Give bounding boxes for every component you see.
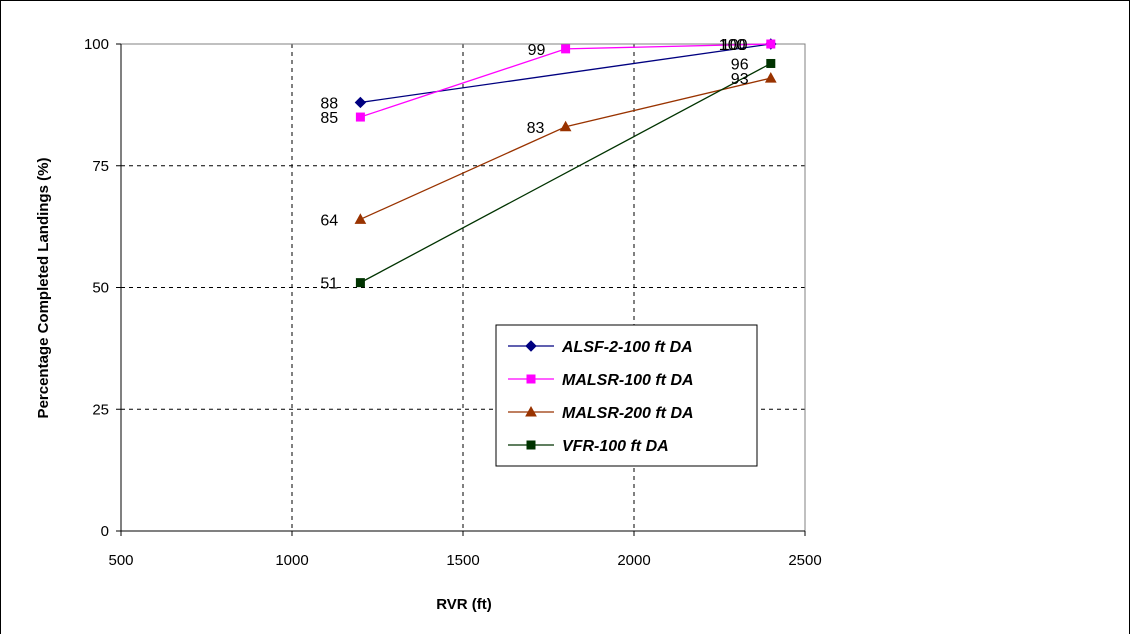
- legend-marker: [525, 405, 537, 417]
- data-label: 64: [320, 212, 338, 229]
- y-tick-label: 0: [101, 523, 109, 540]
- data-point: [355, 278, 365, 288]
- data-label: 100: [721, 37, 748, 54]
- data-point: [764, 72, 777, 83]
- data-point: [766, 39, 776, 49]
- legend: ALSF-2-100 ft DA MALSR-100 ft DA MALSR-200…: [495, 324, 758, 467]
- data-point: [354, 96, 367, 109]
- data-label: 96: [731, 56, 749, 73]
- y-axis-title: Percentage Completed Landings (%): [35, 158, 52, 419]
- series-group: [354, 38, 777, 288]
- x-axis-title: RVR (ft): [436, 596, 492, 613]
- y-tick-label: 100: [84, 36, 109, 53]
- data-label: 99: [528, 42, 546, 59]
- y-tick-label: 50: [92, 280, 109, 297]
- x-tick-label: 500: [108, 552, 133, 569]
- data-label: 83: [527, 120, 545, 137]
- series-line: [360, 62, 772, 284]
- legend-box: [495, 324, 758, 467]
- x-tick-label: 2000: [617, 552, 650, 569]
- legend-marker: [526, 440, 536, 450]
- legend-label: MALSR-200 ft DA: [562, 405, 694, 422]
- legend-label: ALSF-2-100 ft DA: [561, 339, 693, 356]
- legend-label: MALSR-100 ft DA: [562, 372, 694, 389]
- legend-label: VFR-100 ft DA: [562, 438, 669, 455]
- x-tick-label: 1500: [446, 552, 479, 569]
- data-label: 85: [320, 110, 338, 127]
- data-label: 88: [320, 95, 338, 112]
- data-point: [354, 213, 367, 224]
- x-tick-label: 1000: [275, 552, 308, 569]
- data-label: 93: [731, 71, 749, 88]
- y-tick-label: 75: [92, 158, 109, 175]
- legend-marker: [525, 340, 537, 352]
- data-point: [559, 120, 572, 132]
- series-line: [360, 43, 771, 118]
- data-point: [766, 58, 776, 68]
- data-label: 100: [719, 37, 746, 54]
- series-line: [360, 43, 771, 104]
- series-line: [360, 77, 771, 220]
- x-tick-label: 2500: [788, 552, 821, 569]
- data-point: [355, 112, 365, 122]
- series-4: [355, 58, 776, 288]
- series-3: [354, 72, 777, 224]
- legend-marker: [526, 374, 536, 384]
- data-point: [561, 44, 571, 54]
- y-tick-label: 25: [92, 401, 109, 418]
- data-label: 51: [320, 276, 338, 293]
- series-2: [355, 39, 776, 122]
- axes: 0 25 50 75 100 500 1000 1500 2000 2500: [84, 36, 822, 569]
